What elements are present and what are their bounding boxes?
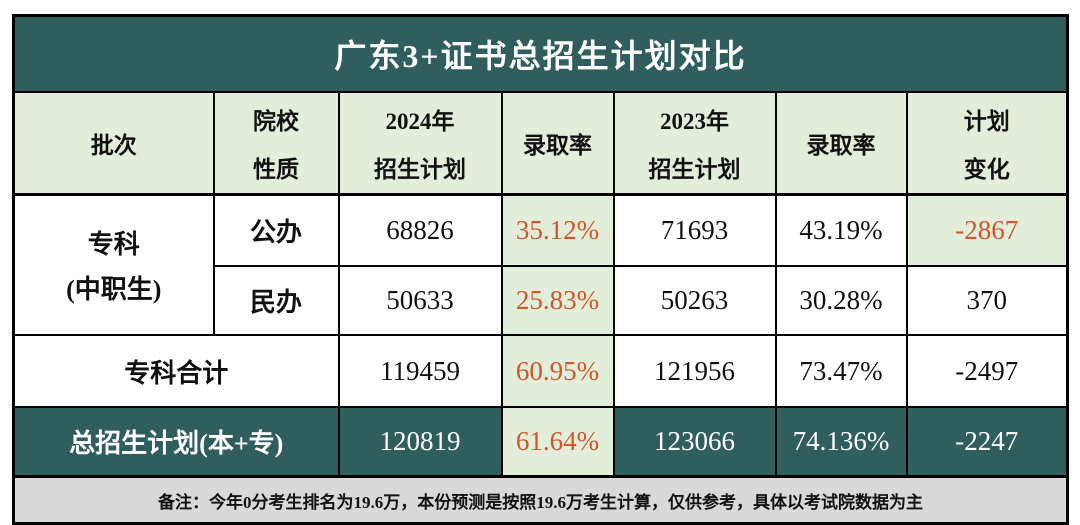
cell-public-rate2023: 43.19% [774, 193, 908, 267]
footnote-row: 备注：今年0分考生排名为19.6万，本份预测是按照19.6万考生计算，仅供参考，… [12, 475, 1069, 525]
cell-subtotal-label: 专科合计 [12, 334, 340, 408]
cell-total-plan2023: 123066 [612, 406, 777, 478]
data-table: 广东3+证书总招生计划对比 批次 院校 性质 2024年 招生计划 录取率 20… [12, 14, 1070, 525]
cell-private-plan2023: 50263 [612, 265, 777, 336]
col-header-batch-label: 批次 [90, 133, 137, 158]
cell-private-rate2024: 25.83% [500, 265, 615, 336]
cell-total-rate2023: 74.136% [774, 406, 908, 478]
cell-private-rate2023: 30.28% [774, 265, 908, 336]
cell-public-nature: 公办 [212, 193, 340, 267]
enrollment-comparison-table: 广东3+证书总招生计划对比 批次 院校 性质 2024年 招生计划 录取率 20… [12, 14, 1070, 525]
col-header-plan-change: 计划 变化 [905, 91, 1069, 196]
row-subtotal: 专科合计 119459 60.95% 121956 73.47% -2497 [12, 334, 1069, 408]
cell-public-plan2023: 71693 [612, 193, 777, 267]
col-header-plan-2023: 2023年 招生计划 [612, 91, 777, 196]
cell-batch-zhuanke: 专科 (中职生) [12, 193, 215, 336]
cell-total-plan2024: 120819 [337, 406, 503, 478]
table-title: 广东3+证书总招生计划对比 [12, 14, 1069, 93]
row-total: 总招生计划(本+专) 120819 61.64% 123066 74.136% … [12, 406, 1069, 478]
col-header-plan-2024: 2024年 招生计划 [337, 91, 503, 196]
cell-total-rate2024: 61.64% [500, 406, 615, 478]
title-row: 广东3+证书总招生计划对比 [12, 14, 1069, 93]
cell-private-nature: 民办 [212, 265, 340, 336]
cell-subtotal-rate2023: 73.47% [774, 334, 908, 408]
cell-private-change: 370 [905, 265, 1069, 336]
row-public: 专科 (中职生) 公办 68826 35.12% 71693 43.19% -2… [12, 193, 1069, 336]
col-header-rate-2023: 录取率 [774, 91, 908, 196]
cell-public-change: -2867 [905, 193, 1069, 267]
cell-total-change: -2247 [905, 406, 1069, 478]
cell-public-plan2024: 68826 [337, 193, 503, 267]
row-private: 民办 50633 25.83% 50263 30.28% 370 [14, 265, 1069, 336]
footnote-text: 备注：今年0分考生排名为19.6万，本份预测是按照19.6万考生计算，仅供参考，… [12, 475, 1069, 525]
cell-public-rate2024: 35.12% [500, 193, 615, 267]
col-header-nature: 院校 性质 [212, 91, 340, 196]
cell-total-label: 总招生计划(本+专) [12, 406, 340, 478]
cell-subtotal-plan2024: 119459 [337, 334, 503, 408]
cell-subtotal-rate2024: 60.95% [500, 334, 615, 408]
header-row: 批次 院校 性质 2024年 招生计划 录取率 2023年 招生计划 录取率 计… [12, 91, 1069, 196]
col-header-batch: 批次 [12, 91, 215, 196]
cell-subtotal-plan2023: 121956 [612, 334, 777, 408]
cell-private-plan2024: 50633 [337, 265, 503, 336]
cell-subtotal-change: -2497 [905, 334, 1069, 408]
col-header-rate-2024: 录取率 [500, 91, 615, 196]
